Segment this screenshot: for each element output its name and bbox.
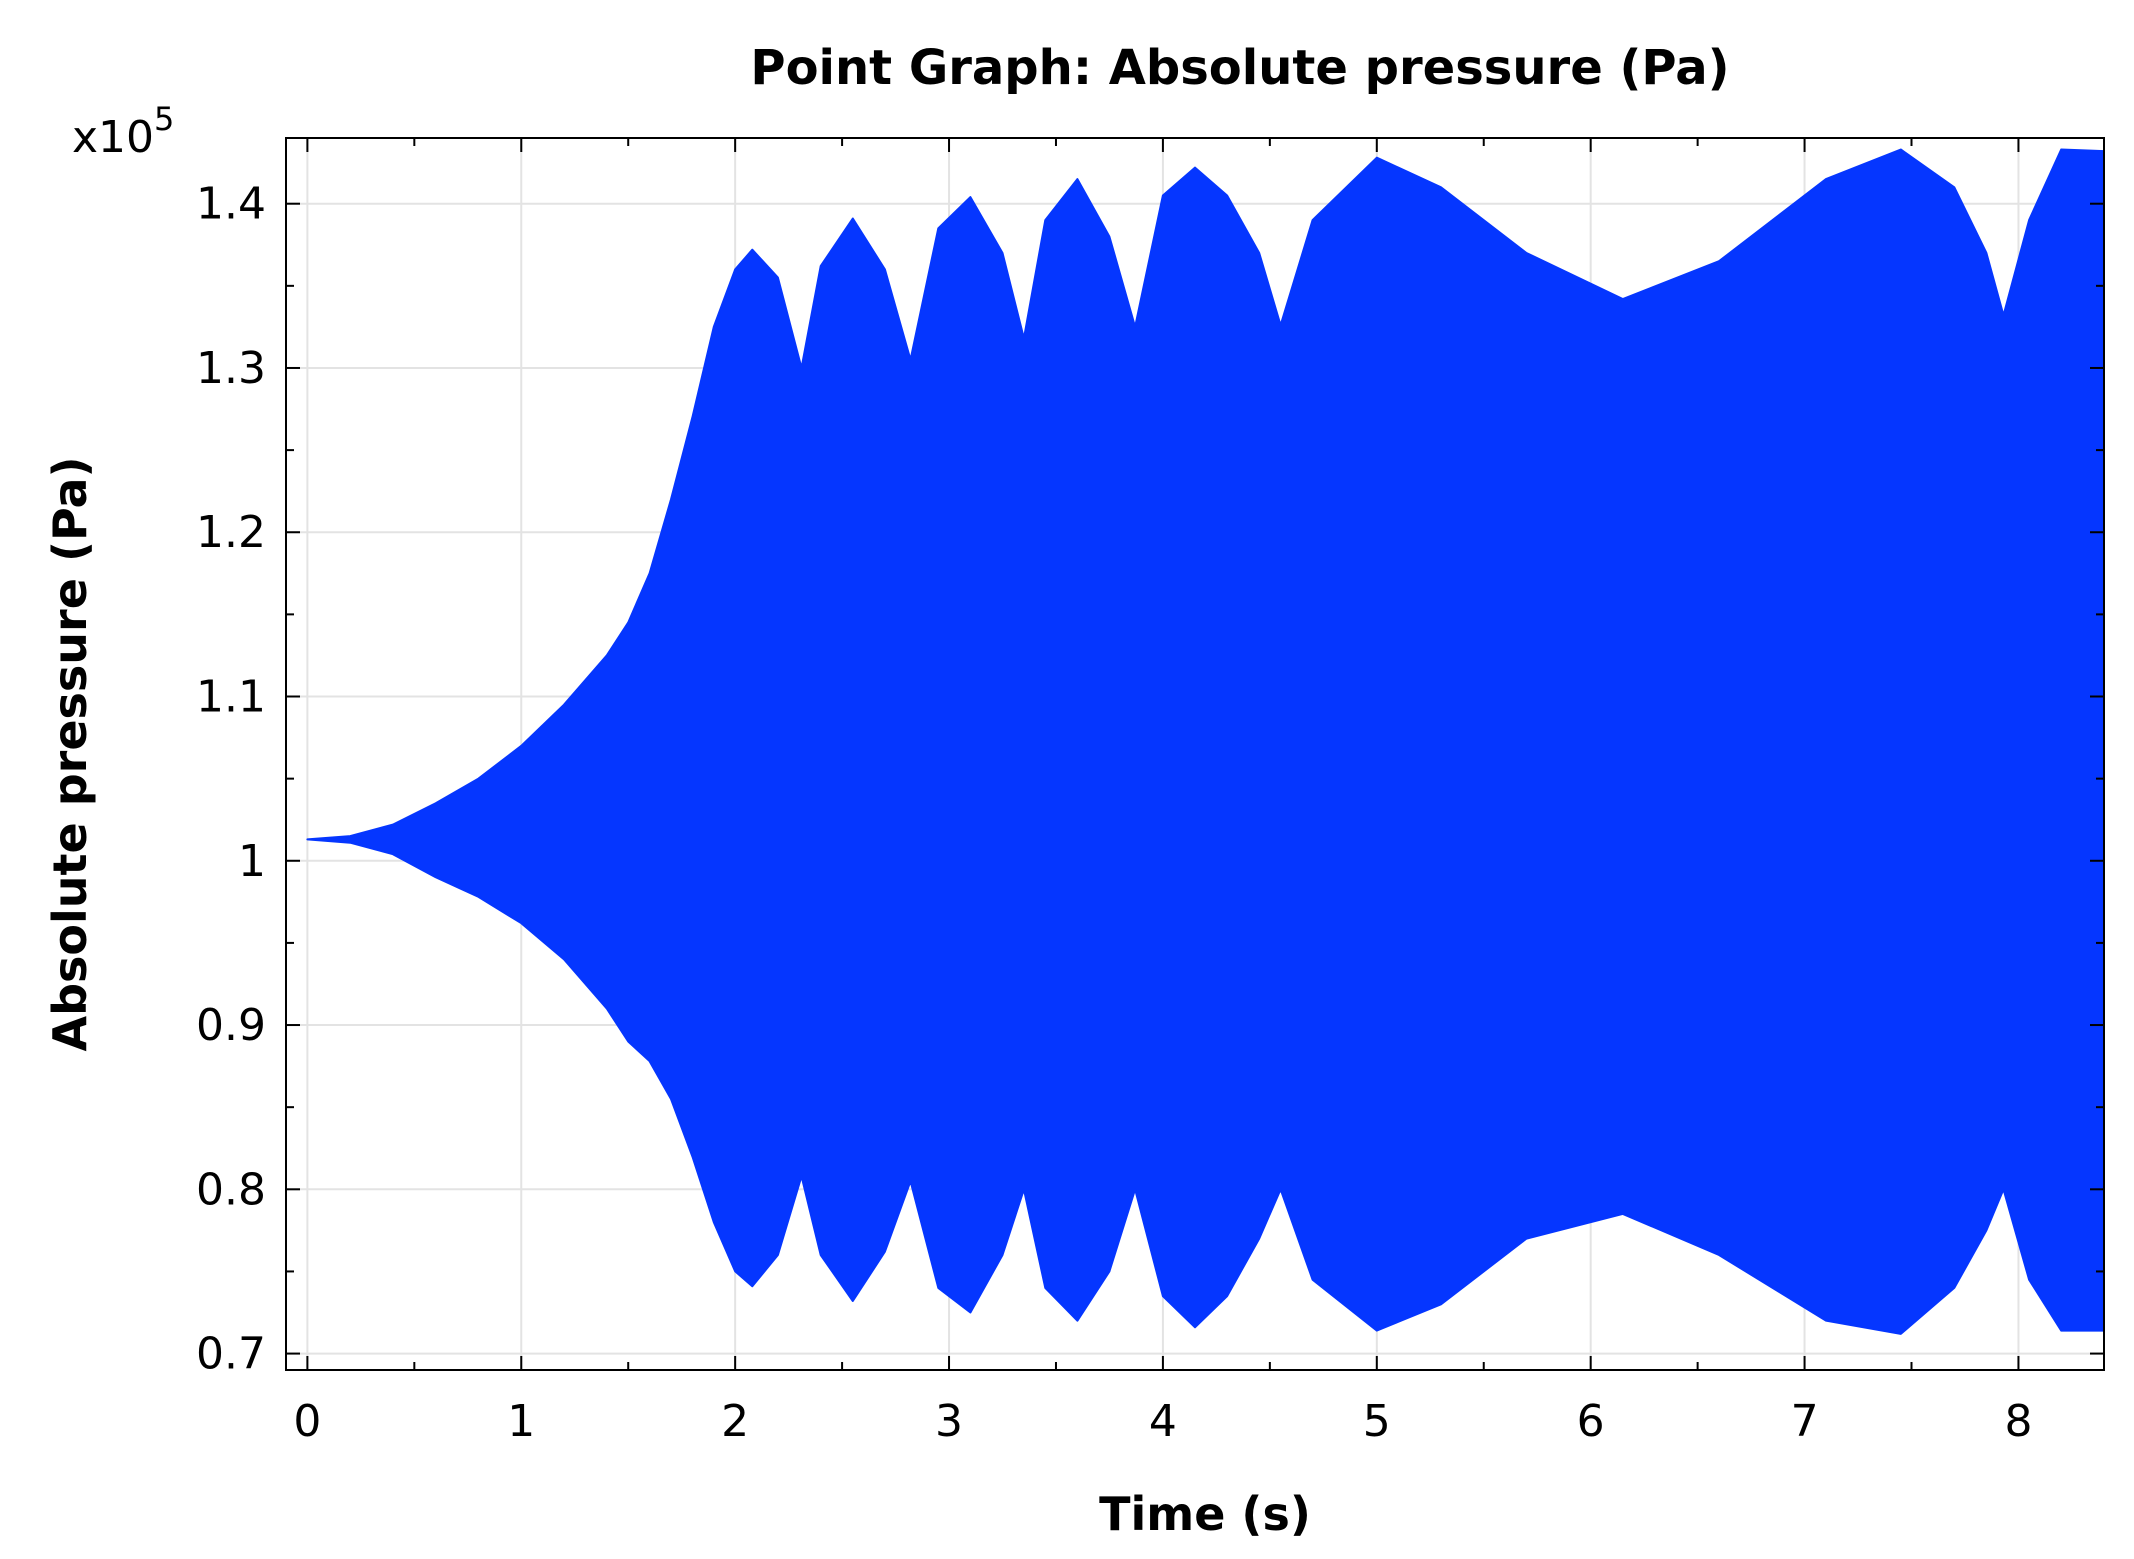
x-tick-label: 4: [1149, 1396, 1177, 1447]
x-tick-label: 6: [1577, 1396, 1605, 1447]
x-tick-label: 8: [2004, 1396, 2032, 1447]
x-tick-label: 1: [507, 1396, 535, 1447]
x-tick-label: 5: [1363, 1396, 1391, 1447]
y-tick-label: 0.9: [196, 1000, 266, 1051]
chart-title: Point Graph: Absolute pressure (Pa): [750, 40, 1729, 96]
plot-area: [306, 148, 2105, 1335]
y-multiplier-base: x10: [72, 112, 154, 163]
axis-ticks: [286, 138, 2104, 1370]
x-axis-label: Time (s): [1099, 1487, 1311, 1541]
y-tick-label: 1.4: [196, 179, 266, 230]
x-tick-label: 7: [1791, 1396, 1819, 1447]
y-tick-label: 1.1: [196, 672, 266, 723]
x-tick-label: 0: [293, 1396, 321, 1447]
plot-frame: [285, 137, 2105, 1371]
y-multiplier-exponent: 5: [154, 100, 174, 138]
x-tick-label: 2: [721, 1396, 749, 1447]
y-multiplier: x105: [72, 100, 174, 163]
series-0-envelope: [306, 148, 2105, 1335]
x-tick-label: 3: [935, 1396, 963, 1447]
y-axis-label: Absolute pressure (Pa): [43, 456, 97, 1051]
y-tick-label: 1: [238, 836, 266, 887]
y-tick-label: 0.7: [196, 1329, 266, 1380]
y-tick-label: 0.8: [196, 1164, 266, 1215]
y-tick-label: 1.2: [196, 507, 266, 558]
tick-labels: 0 1 2 3 4 5 6 7 8 0.7 0.8 0.9 1 1.1 1.2 1.3 1.4: [196, 179, 2032, 1447]
y-tick-label: 1.3: [196, 343, 266, 394]
